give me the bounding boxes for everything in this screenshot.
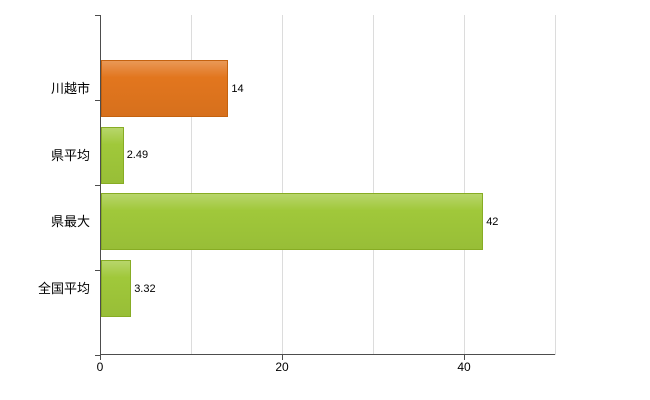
bar: 14 xyxy=(101,60,244,117)
bar-fill xyxy=(102,194,483,250)
category-axis-labels: 川越市県平均県最大全国平均 xyxy=(0,15,95,355)
bar-value-label: 14 xyxy=(231,82,244,95)
y-axis-tick xyxy=(95,15,100,16)
plot-area: 14 2.49 42 3.32 xyxy=(95,15,556,360)
y-axis-tick xyxy=(95,185,100,186)
gridline xyxy=(191,15,192,355)
bar-value-label: 42 xyxy=(486,215,499,228)
gridline xyxy=(464,15,465,355)
x-axis-tick xyxy=(282,355,283,360)
x-axis-tick xyxy=(464,355,465,360)
y-axis-line xyxy=(100,15,101,355)
bar-value-label: 3.32 xyxy=(134,282,156,295)
value-axis-labels: 0 20 40 xyxy=(96,360,555,380)
x-axis-tick xyxy=(100,355,101,360)
category-label: 県平均 xyxy=(50,147,90,163)
bar: 42 xyxy=(101,193,498,251)
category-label: 全国平均 xyxy=(37,281,90,296)
category-label: 川越市 xyxy=(50,81,90,96)
gridline xyxy=(555,15,556,355)
gridline xyxy=(282,15,283,355)
x-tick-label: 20 xyxy=(275,360,289,374)
x-tick-label: 0 xyxy=(96,360,104,374)
bar-fill xyxy=(102,61,228,116)
category-label: 県最大 xyxy=(50,214,90,230)
bar-fill xyxy=(102,261,131,316)
x-tick-label: 40 xyxy=(457,360,471,374)
bar: 3.32 xyxy=(101,260,156,317)
y-axis-tick xyxy=(95,270,100,271)
bar-value-label: 2.49 xyxy=(126,149,149,162)
gridline xyxy=(373,15,374,355)
bar-fill xyxy=(102,127,123,183)
bar: 2.49 xyxy=(101,126,148,184)
y-axis-tick xyxy=(95,355,100,356)
x-axis-line xyxy=(100,354,555,355)
y-axis-tick xyxy=(95,100,100,101)
